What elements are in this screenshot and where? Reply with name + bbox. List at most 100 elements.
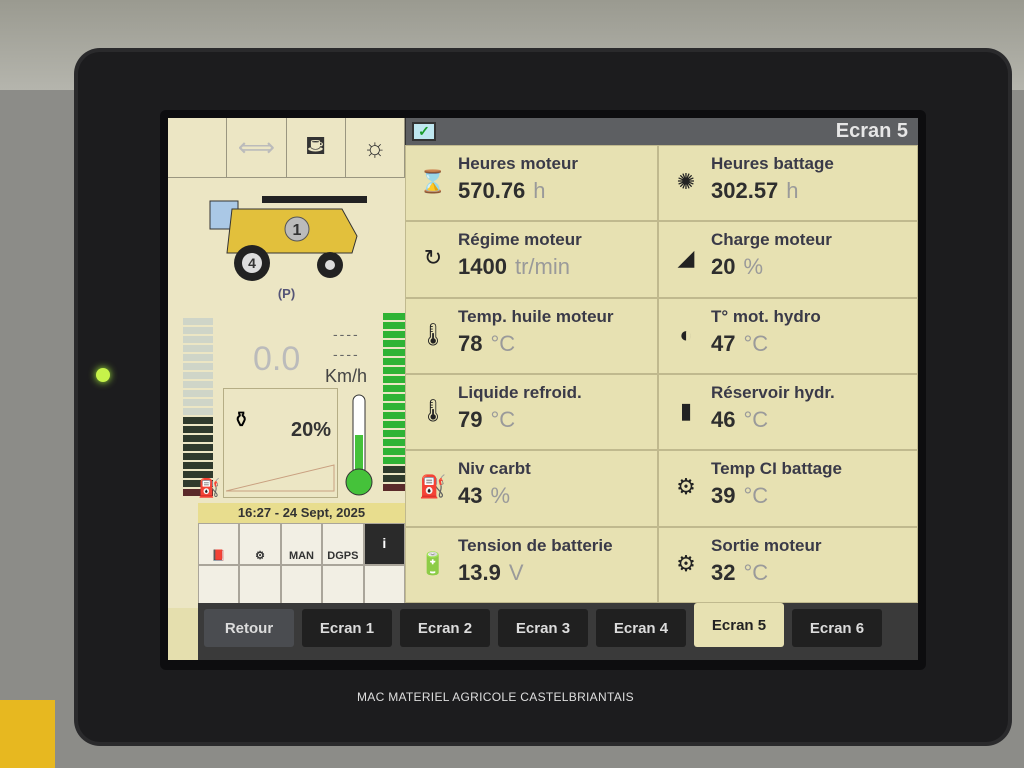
metric-value: 79 [458, 407, 483, 432]
metric-value: 302.57 [711, 178, 779, 203]
metric-unit: °C [743, 330, 769, 356]
speed-dashes: ---- [333, 346, 360, 362]
metric-unit: % [490, 483, 511, 509]
metric-cell: 🔋 Tension de batterie 13.9 V [405, 526, 658, 603]
tab-ecran-2[interactable]: Ecran 2 [400, 609, 490, 647]
engine-output-icon: ⚙ [676, 550, 696, 576]
metric-label: Niv carbt [458, 459, 531, 479]
metric-value: 13.9 [458, 559, 501, 585]
grain-tank-icon[interactable]: ⛾ [287, 118, 346, 177]
metric-cell: ✺ Heures battage 302.57 h [658, 145, 918, 222]
metric-unit: % [743, 254, 764, 280]
temperature-thermometer [344, 390, 374, 498]
tab-ecran-4[interactable]: Ecran 4 [596, 609, 686, 647]
background-object [0, 700, 55, 768]
engine-hourglass-icon: ⌛ [419, 169, 447, 194]
metric-value: 39 [711, 483, 736, 509]
metric-cell: ⌛ Heures moteur 570.76 h [405, 145, 658, 222]
blank-icon [168, 118, 228, 177]
metric-cell: ◢ Charge moteur 20% [658, 221, 918, 298]
metric-cell: ▮ Réservoir hydr. 46 °C [658, 374, 918, 451]
metric-unit: °C [743, 559, 769, 585]
empty-slot [239, 565, 281, 608]
engine-load-icon: ⚱ [232, 407, 251, 432]
metric-cell: ⚙ Temp CI battage 39 °C [658, 450, 918, 527]
engine-load-value: 20% [290, 419, 331, 441]
info-button[interactable]: i [363, 523, 405, 565]
hydro-motor-temp-icon: ◐ [679, 321, 693, 347]
fuel-icon: ⛽ [419, 474, 447, 500]
combine-badge: 1 [292, 222, 301, 239]
metric-unit: °C [743, 407, 769, 432]
tab-ecran-6[interactable]: Ecran 6 [792, 609, 882, 647]
empty-slot [198, 565, 240, 608]
power-led [96, 368, 110, 382]
metric-value: 1400 [458, 254, 507, 280]
fuel-pump-icon: ⛽ [198, 478, 221, 498]
left-level-bar [183, 318, 213, 496]
metric-value: 43 [458, 483, 483, 509]
metric-cell: ◐ T° mot. hydro 47 °C [658, 297, 918, 374]
metric-unit: °C [743, 483, 769, 509]
tab-ecran-5[interactable]: Ecran 5 [694, 603, 784, 647]
tab-ecran-1[interactable]: Ecran 1 [302, 609, 392, 647]
metric-unit: h [533, 178, 546, 203]
metric-label: T° mot. hydro [711, 306, 821, 326]
gear-indicator: 4 [248, 255, 256, 271]
metric-cell: ⛽ Niv carbt 43% [405, 450, 658, 527]
metric-label: Temp CI battage [711, 459, 842, 479]
display-screen: ⟺ ⛾ ☼ 1 4 (P) ⛽ ---- ---- 0.0 Km/ [168, 118, 918, 660]
metric-value: 20 [711, 254, 736, 280]
empty-slot [363, 565, 405, 608]
metric-label: Régime moteur [458, 230, 582, 250]
arrows-icon[interactable]: ⟺ [227, 118, 287, 177]
checkbox-icon[interactable]: ✓ [412, 122, 436, 141]
metric-value: 46 [711, 407, 736, 432]
metric-label: Réservoir hydr. [711, 383, 835, 402]
metric-label: Charge moteur [711, 230, 832, 250]
engine-load-graph [226, 464, 335, 492]
oil-temp-icon: 🌡 [419, 321, 447, 347]
parking-brake-icon: (P) [277, 285, 296, 301]
manual-book-icon[interactable]: 📕 [198, 523, 240, 565]
metric-value: 32 [711, 559, 736, 585]
metric-label: Liquide refroid. [458, 383, 582, 402]
top-icon-row: ⟺ ⛾ ☼ [168, 118, 405, 178]
metric-label: Temp. huile moteur [458, 306, 614, 326]
coolant-temp-icon: 🌡 [419, 398, 447, 423]
status-icon-grid: 📕 ⚙ MAN DGPS i [198, 523, 405, 608]
tab-ecran-3[interactable]: Ecran 3 [498, 609, 588, 647]
metric-cell: 🌡 Temp. huile moteur 78 °C [405, 297, 658, 374]
combine-status: 1 4 (P) [168, 178, 405, 313]
tab-bar: Retour Ecran 1 Ecran 2 Ecran 3 Ecran 4 Ecran … [198, 603, 918, 660]
speed-unit: Km/h [325, 366, 368, 386]
battery-icon: 🔋 [419, 550, 447, 576]
date-time: 16:27 - 24 Sept, 2025 [198, 503, 405, 523]
mode-man-button[interactable]: MAN [280, 523, 323, 565]
metric-label: Tension de batterie [458, 535, 613, 555]
dgps-button[interactable]: DGPS [322, 523, 364, 565]
metric-cell: ⚙ Sortie moteur 32 °C [658, 526, 918, 603]
unloading-auger-light-icon[interactable]: ☼ [346, 118, 405, 177]
metric-label: Sortie moteur [711, 535, 822, 555]
metric-value: 78 [458, 330, 483, 356]
empty-slot [322, 565, 364, 608]
right-level-bar [383, 313, 413, 491]
metrics-grid: ⌛ Heures moteur 570.76 h ✺ Heures battage … [405, 145, 918, 603]
watermark: MAC MATERIEL AGRICOLE CASTELBRIANTAIS [357, 690, 634, 704]
metric-label: Heures battage [711, 154, 834, 173]
back-button[interactable]: Retour [204, 609, 294, 647]
metric-cell: ↻ Régime moteur 1400 tr/min [405, 221, 658, 298]
metric-value: 47 [711, 330, 736, 356]
engine-load-icon: ◢ [677, 245, 695, 271]
header-control-icon[interactable]: ⚙ [239, 523, 281, 565]
metric-unit: °C [490, 407, 516, 432]
metric-unit: V [508, 559, 524, 585]
combine-harvester-icon: 1 4 [209, 195, 367, 281]
speed-value: 0.0 [253, 340, 301, 378]
metric-value: 570.76 [458, 178, 526, 203]
engine-rpm-icon: ↻ [423, 245, 443, 271]
screen-title: Ecran 5 [835, 120, 908, 142]
screen-header: ✓ Ecran 5 [405, 118, 918, 145]
metric-cell: 🌡 Liquide refroid. 79 °C [405, 374, 658, 451]
